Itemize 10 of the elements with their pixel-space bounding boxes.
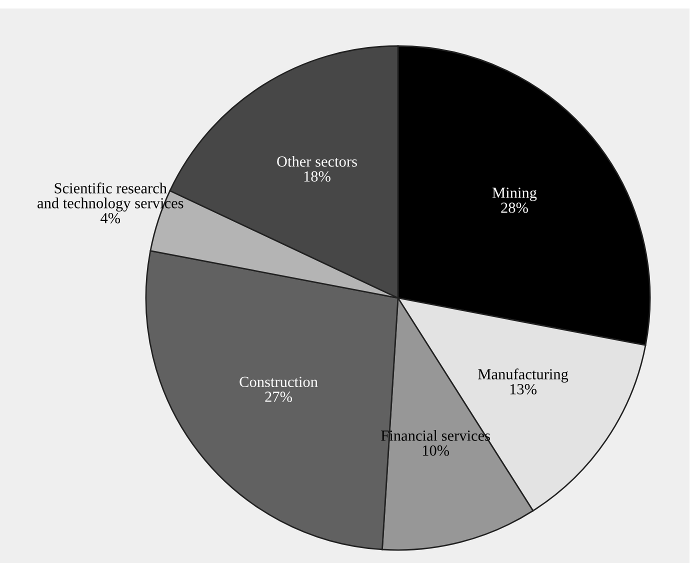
slice-label: Construction <box>240 376 318 388</box>
data-label: 13% <box>510 384 537 394</box>
slice-label: Manufacturing <box>478 368 568 383</box>
slice-label: Other sectors <box>277 156 357 167</box>
data-label: 27% <box>265 392 292 402</box>
data-label: 10% <box>422 445 450 456</box>
slice-label: Mining <box>492 188 537 202</box>
data-label: 18% <box>304 171 330 182</box>
data-label: 4% <box>100 213 120 224</box>
data-label: 28% <box>501 202 528 213</box>
